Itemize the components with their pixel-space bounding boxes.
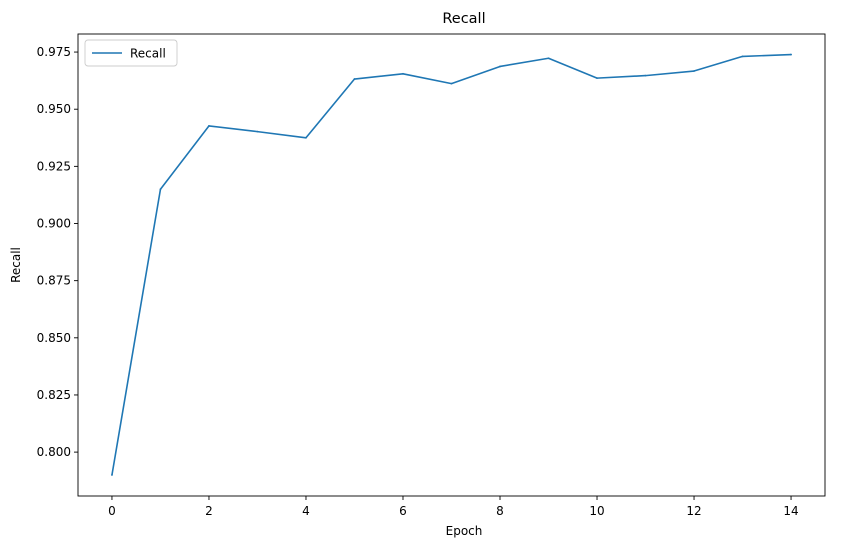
y-tick-label: 0.900 [37,217,71,231]
data-point [111,474,113,476]
data-point [790,53,792,56]
x-tick-label: 8 [496,504,504,518]
x-tick-label: 0 [108,504,116,518]
y-tick-label: 0.925 [37,159,71,173]
data-point [305,136,307,139]
x-tick-label: 14 [783,504,798,518]
data-point [159,188,162,191]
x-axis-label: Epoch [446,524,483,538]
y-tick-label: 0.875 [37,274,71,288]
data-point [208,124,210,127]
legend-frame [84,39,178,67]
y-tick-label: 0.975 [37,45,71,59]
x-tick-label: 10 [589,504,604,518]
data-point [644,74,647,77]
data-point [547,57,550,60]
data-point [499,65,501,68]
x-tick-label: 2 [205,504,213,518]
y-axis-label: Recall [9,247,23,283]
x-tick-label: 4 [302,504,310,518]
legend-label: Recall [130,47,166,61]
y-tick-label: 0.800 [37,445,71,459]
y-tick-label: 0.850 [37,331,71,345]
y-axis: 0.800 0.825 0.850 0.875 0.900 0.925 0.950 0.975 [37,45,78,459]
series-line-0 [111,53,792,476]
data-point [402,72,404,75]
chart-title: Recall [442,11,485,27]
x-tick-label: 6 [399,504,407,518]
plot-area [77,33,826,497]
data-point [353,78,356,80]
legend: Recall [84,39,178,67]
x-axis: 0 2 4 6 8 10 12 14 [108,496,799,518]
data-point [450,82,453,85]
data-point [596,77,598,80]
data-point [741,55,744,58]
series-layer [111,53,792,476]
data-point [256,130,259,133]
x-tick-label: 12 [686,504,701,518]
data-point [693,70,695,72]
y-tick-label: 0.950 [37,102,71,116]
y-tick-label: 0.825 [37,388,71,402]
